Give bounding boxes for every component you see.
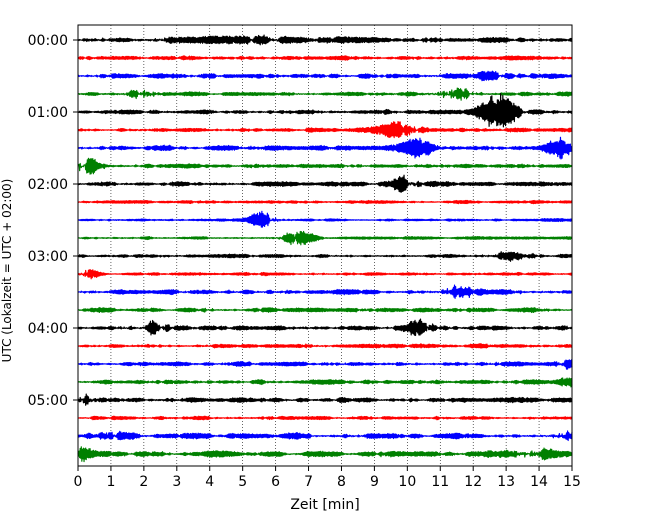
seismic-traces xyxy=(77,34,573,463)
trace-0430 xyxy=(77,359,573,370)
trace-0530 xyxy=(77,430,573,442)
x-tick-label: 4 xyxy=(205,474,214,490)
trace-0200 xyxy=(77,174,573,193)
trace-0515 xyxy=(77,415,573,421)
x-axis-title: Zeit [min] xyxy=(290,497,359,513)
trace-0415 xyxy=(77,343,573,349)
x-tick-label: 1 xyxy=(106,474,115,490)
trace-0445 xyxy=(77,377,573,388)
trace-0045 xyxy=(77,87,573,101)
x-tick-label: 12 xyxy=(464,474,482,490)
trace-0500 xyxy=(77,393,573,406)
trace-0145 xyxy=(77,157,573,175)
x-tick-label: 6 xyxy=(271,474,280,490)
trace-0245 xyxy=(77,230,573,246)
y-tick-label: 04:00 xyxy=(28,321,68,337)
x-tick-label: 0 xyxy=(74,474,83,490)
trace-0400 xyxy=(77,318,573,337)
x-axis-ticks: 0 1 2 3 4 5 6 7 8 9 10 11 12 13 14 15 xyxy=(74,466,581,490)
x-tick-label: 8 xyxy=(337,474,346,490)
trace-0230 xyxy=(77,210,573,228)
trace-0030 xyxy=(77,70,573,82)
trace-0100 xyxy=(77,93,573,128)
y-axis-ticks: 00:00 01:00 02:00 03:00 04:00 05:00 xyxy=(28,33,78,409)
x-tick-label: 2 xyxy=(139,474,148,490)
x-tick-label: 3 xyxy=(172,474,181,490)
trace-0545 xyxy=(77,446,573,463)
x-tick-label: 5 xyxy=(238,474,247,490)
trace-0115 xyxy=(77,121,573,139)
x-tick-label: 9 xyxy=(370,474,379,490)
trace-0315 xyxy=(77,269,573,280)
trace-0345 xyxy=(77,306,573,314)
trace-0000 xyxy=(77,34,573,46)
y-tick-label: 00:00 xyxy=(28,33,68,49)
x-tick-label: 13 xyxy=(497,474,515,490)
plot-frame xyxy=(77,24,573,467)
y-axis-title: UTC (Lokalzeit = UTC + 02:00) xyxy=(0,179,14,363)
trace-0215 xyxy=(77,199,573,205)
y-tick-label: 02:00 xyxy=(28,177,68,193)
y-tick-label: 01:00 xyxy=(28,105,68,121)
x-tick-label: 15 xyxy=(563,474,581,490)
x-tick-label: 10 xyxy=(398,474,416,490)
trace-0015 xyxy=(77,55,573,61)
y-tick-label: 03:00 xyxy=(28,249,68,265)
x-tick-label: 11 xyxy=(431,474,449,490)
trace-0330 xyxy=(77,284,573,299)
x-tick-label: 7 xyxy=(304,474,313,490)
trace-0130 xyxy=(77,136,573,160)
trace-0300 xyxy=(77,251,573,262)
y-tick-label: 05:00 xyxy=(28,393,68,409)
x-tick-label: 14 xyxy=(530,474,548,490)
